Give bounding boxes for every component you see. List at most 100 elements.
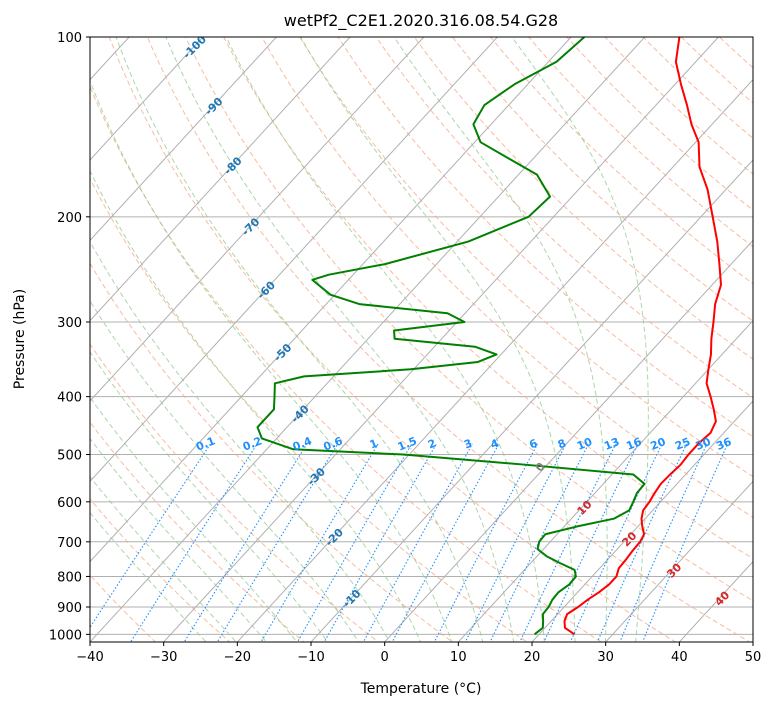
mixing-ratio-label: 20 (649, 435, 668, 453)
x-tick-label: 10 (450, 650, 467, 665)
isotherm-line (90, 37, 646, 642)
mixing-ratio-line (489, 443, 590, 642)
sounding-profiles (256, 37, 722, 636)
dry-adiabat-line (375, 37, 753, 399)
y-tick-label: 300 (57, 316, 82, 331)
mixing-ratio-label: 13 (602, 435, 621, 453)
y-tick-label: 400 (57, 391, 82, 406)
isotherms (90, 37, 753, 642)
moist-adiabat-line (225, 37, 545, 642)
isotherm-line (90, 37, 425, 402)
isotherm-line (383, 239, 753, 642)
isotherm-line (457, 319, 753, 642)
x-tick-label: −10 (297, 650, 324, 665)
moist-adiabat-line (90, 475, 237, 642)
dry-adiabat-line (90, 343, 380, 642)
moist-adiabats (90, 37, 649, 642)
mixing-ratio-line (619, 443, 708, 642)
moist-adiabat-line (90, 169, 422, 642)
moist-adiabat-line (90, 299, 360, 642)
x-tick-label: 30 (597, 650, 614, 665)
dewpoint-profile (256, 37, 646, 636)
mixing-ratio-line (260, 443, 379, 642)
plot-area: -100-90-80-70-60-50-40-30-20-100.1 0.2 0.4… (90, 37, 753, 642)
mixing-ratio-line (183, 443, 308, 642)
moist-adiabat-line (90, 240, 391, 642)
dry-adiabat-line (146, 37, 751, 642)
moist-adiabat-line (90, 351, 329, 642)
moist-adiabat-line (300, 37, 576, 642)
moist-adiabat-line (90, 79, 453, 642)
mixing-ratio-line (464, 443, 567, 642)
y-tick-label: 800 (57, 570, 82, 585)
y-tick-label: 700 (57, 536, 82, 551)
isotherm-line (604, 480, 753, 642)
mixing-ratio-label: 10 (575, 435, 594, 453)
chart-title: wetPf2_C2E1.2020.316.08.54.G28 (284, 11, 558, 31)
y-tick-label: 500 (57, 449, 82, 464)
isotherm-line (162, 37, 720, 642)
mixing-ratio-label: 25 (673, 435, 692, 453)
y-tick-label: 1000 (49, 628, 82, 643)
pressure-gridlines (90, 37, 753, 635)
mixing-ratio-line (323, 443, 437, 642)
dry-adiabat-line (90, 498, 231, 642)
isotherm-line (236, 78, 753, 642)
mixing-ratio-label: 16 (624, 435, 643, 453)
isotherm-line (90, 37, 572, 563)
isotherm-line (531, 400, 753, 642)
mixing-ratio-line (596, 443, 688, 642)
moist-adiabat-line (393, 37, 608, 642)
dry-adiabat-line (90, 421, 305, 642)
isotherm-line (90, 37, 278, 242)
mixing-ratio-line (129, 443, 258, 642)
dry-adiabat-line (261, 37, 753, 518)
x-tick-label: −30 (150, 650, 177, 665)
mixing-ratio-label: 3 (462, 437, 474, 452)
mixing-ratio-line (391, 443, 500, 642)
mixing-ratio-label: 36 (714, 435, 733, 453)
x-axis-label: Temperature (°C) (360, 681, 482, 697)
mixing-ratio-label: 8 (556, 437, 568, 452)
x-tick-label: −40 (76, 650, 103, 665)
x-tick-label: 20 (524, 650, 541, 665)
y-axis-label: Pressure (hPa) (12, 289, 28, 389)
mixing-ratio-line (519, 443, 617, 642)
mixing-ratio-line (362, 443, 473, 642)
mixing-ratio-label: 2 (426, 437, 438, 452)
dry-adiabat-line (90, 177, 528, 642)
x-tick-label: 50 (745, 650, 762, 665)
isotherm-line (90, 37, 351, 322)
mixing-ratio-label: 1 (368, 437, 380, 452)
plot-frame (89, 36, 754, 643)
isotherm-line (90, 37, 204, 161)
isotherm-line (310, 159, 753, 642)
x-tick-label: 40 (671, 650, 688, 665)
mixing-ratio-line (543, 443, 639, 642)
y-tick-label: 200 (57, 211, 82, 226)
y-tick-label: 600 (57, 496, 82, 511)
mixing-ratio-line (90, 443, 211, 629)
mixing-ratio-line (433, 443, 539, 642)
moist-adiabat-line (90, 437, 268, 642)
moist-adiabat-line (115, 37, 484, 642)
dry-adiabat-line (184, 37, 753, 602)
moist-adiabat-line (511, 37, 649, 642)
mixing-ratio-lines (90, 443, 729, 642)
dry-adiabat-line (413, 37, 753, 360)
x-tick-label: 0 (381, 650, 389, 665)
y-axis: 1000 900 800 700 600 500 400 300 200 100 (49, 31, 90, 643)
y-tick-label: 900 (57, 601, 82, 616)
mixing-ratio-line (296, 443, 413, 642)
mixing-ratio-label: 30 (694, 435, 713, 453)
x-tick-label: −20 (224, 650, 251, 665)
temperature-profile (563, 37, 722, 636)
y-tick-label: 100 (57, 31, 82, 46)
moist-adiabat-line (165, 37, 515, 642)
x-axis: −40 −30 −20 −10 0 10 20 30 40 50 (76, 642, 761, 665)
isotherm-line (90, 37, 499, 483)
dry-adiabat-line (90, 262, 454, 642)
mixing-ratio-line (642, 443, 729, 642)
